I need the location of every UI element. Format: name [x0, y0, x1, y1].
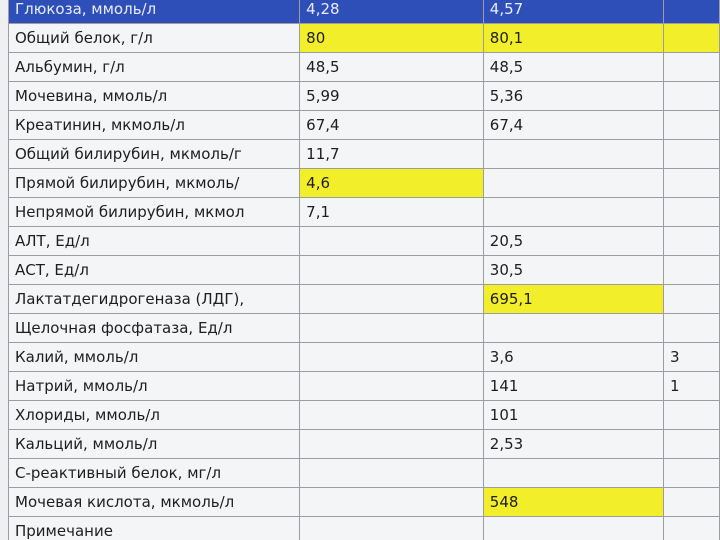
empty-cell — [662, 516, 720, 540]
empty-cell — [299, 458, 484, 488]
value-cell: 30,5 — [482, 255, 664, 285]
empty-cell — [299, 313, 484, 343]
table-row: Кальций, ммоль/л 2,53 — [7, 429, 720, 459]
empty-cell — [662, 197, 720, 227]
value-cell: 67,4 — [299, 110, 484, 140]
row-label: Прямой билирубин, мкмоль/ — [7, 168, 301, 198]
value-cell: 80 — [299, 23, 484, 53]
row-label: Лактатдегидрогеназа (ЛДГ), — [7, 284, 301, 314]
row-label: Примечание — [7, 516, 301, 540]
table-row: Непрямой билирубин, мкмол 7,1 — [7, 197, 720, 227]
empty-cell — [662, 81, 720, 111]
empty-cell — [662, 110, 720, 140]
row-label: Альбумин, г/л — [7, 52, 301, 82]
row-label: Общий белок, г/л — [7, 23, 301, 53]
value-cell: 141 — [482, 371, 664, 401]
table-row: Щелочная фосфатаза, Ед/л — [7, 313, 720, 343]
value-cell: 1 — [662, 371, 720, 401]
row-label: Хлориды, ммоль/л — [7, 400, 301, 430]
table-row: Калий, ммоль/л 3,6 3 — [7, 342, 720, 372]
empty-cell — [662, 313, 720, 343]
empty-cell — [662, 139, 720, 169]
table-row: Общий белок, г/л 80 80,1 — [7, 23, 720, 53]
empty-cell — [299, 342, 484, 372]
value-cell: 48,5 — [482, 52, 664, 82]
row-label: Мочевая кислота, мкмоль/л — [7, 487, 301, 517]
value-cell: 4,28 — [299, 0, 484, 24]
table-row: АСТ, Ед/л 30,5 — [7, 255, 720, 285]
empty-cell — [299, 429, 484, 459]
empty-cell — [662, 168, 720, 198]
value-cell: 48,5 — [299, 52, 484, 82]
row-label: Кальций, ммоль/л — [7, 429, 301, 459]
row-label: Общий билирубин, мкмоль/г — [7, 139, 301, 169]
table-row: АЛТ, Ед/л 20,5 — [7, 226, 720, 256]
value-cell: 548 — [482, 487, 664, 517]
lab-results-table: Глюкоза, ммоль/л 4,28 4,57 Общий белок, г/л… — [7, 0, 720, 540]
empty-cell — [662, 0, 720, 24]
row-label: Калий, ммоль/л — [7, 342, 301, 372]
empty-cell — [662, 400, 720, 430]
empty-cell — [482, 168, 664, 198]
row-label: С-реактивный белок, мг/л — [7, 458, 301, 488]
row-label: Натрий, ммоль/л — [7, 371, 301, 401]
empty-cell — [662, 458, 720, 488]
value-cell: 3 — [662, 342, 720, 372]
value-cell: 67,4 — [482, 110, 664, 140]
value-cell: 2,53 — [482, 429, 664, 459]
empty-cell — [299, 400, 484, 430]
empty-cell — [662, 284, 720, 314]
empty-cell — [662, 52, 720, 82]
empty-cell — [662, 429, 720, 459]
table-row: Креатинин, мкмоль/л 67,4 67,4 — [7, 110, 720, 140]
empty-cell — [482, 516, 664, 540]
row-label: АСТ, Ед/л — [7, 255, 301, 285]
empty-cell — [662, 226, 720, 256]
table-row: Глюкоза, ммоль/л 4,28 4,57 — [7, 0, 720, 24]
table-row: Мочевина, ммоль/л 5,99 5,36 — [7, 81, 720, 111]
value-cell: 4,57 — [482, 0, 664, 24]
empty-cell — [662, 487, 720, 517]
value-cell: 695,1 — [482, 284, 664, 314]
row-label: АЛТ, Ед/л — [7, 226, 301, 256]
empty-cell — [299, 226, 484, 256]
table-row: Прямой билирубин, мкмоль/4,6 — [7, 168, 720, 198]
table-row: Альбумин, г/л 48,5 48,5 — [7, 52, 720, 82]
row-label: Непрямой билирубин, мкмол — [7, 197, 301, 227]
value-cell: 80,1 — [482, 23, 664, 53]
value-cell: 20,5 — [482, 226, 664, 256]
value-cell: 101 — [482, 400, 664, 430]
table-row: Общий билирубин, мкмоль/г 11,7 — [7, 139, 720, 169]
empty-cell — [299, 487, 484, 517]
table-row: С-реактивный белок, мг/л — [7, 458, 720, 488]
value-cell: 5,99 — [299, 81, 484, 111]
value-cell: 11,7 — [299, 139, 484, 169]
empty-cell — [299, 371, 484, 401]
empty-cell — [482, 313, 664, 343]
row-label: Щелочная фосфатаза, Ед/л — [7, 313, 301, 343]
table-row: Натрий, ммоль/л 141 1 — [7, 371, 720, 401]
row-label: Глюкоза, ммоль/л — [7, 0, 301, 24]
row-label: Мочевина, ммоль/л — [7, 81, 301, 111]
table-row: Мочевая кислота, мкмоль/л 548 — [7, 487, 720, 517]
value-cell: 3,6 — [482, 342, 664, 372]
empty-cell — [299, 255, 484, 285]
value-cell: 4,6 — [299, 168, 484, 198]
value-cell: 5,36 — [482, 81, 664, 111]
empty-cell — [482, 139, 664, 169]
table-row: Хлориды, ммоль/л 101 — [7, 400, 720, 430]
empty-cell — [482, 458, 664, 488]
empty-cell — [662, 255, 720, 285]
empty-cell — [482, 197, 664, 227]
table-row: Лактатдегидрогеназа (ЛДГ), 695,1 — [7, 284, 720, 314]
value-cell: 7,1 — [299, 197, 484, 227]
table-row: Примечание — [7, 516, 720, 540]
empty-cell — [299, 284, 484, 314]
empty-cell — [299, 516, 484, 540]
row-label: Креатинин, мкмоль/л — [7, 110, 301, 140]
empty-cell — [662, 23, 720, 53]
